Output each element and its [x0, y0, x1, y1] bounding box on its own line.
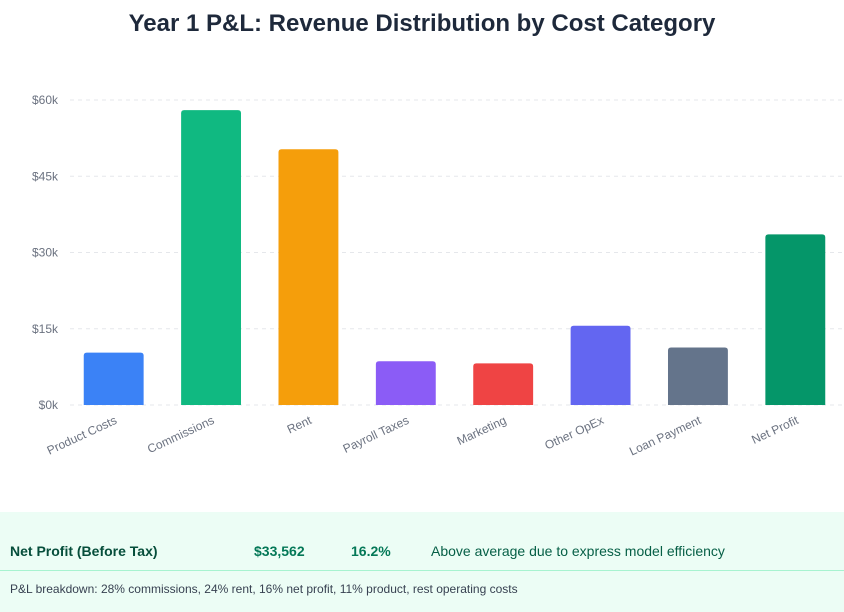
- net-profit-percent: 16.2%: [351, 543, 391, 559]
- bar-loan-payment[interactable]: [667, 347, 728, 405]
- x-tick-label: Net Profit: [749, 413, 801, 447]
- bar-payroll-taxes[interactable]: [375, 361, 436, 405]
- x-tick-label: Loan Payment: [627, 413, 704, 459]
- summary-panel: Net Profit (Before Tax) $33,562 16.2% Ab…: [0, 512, 844, 612]
- net-profit-note: Above average due to express model effic…: [431, 543, 725, 559]
- x-tick-label: Rent: [285, 413, 314, 437]
- y-tick-label: $45k: [32, 169, 59, 183]
- bar-marketing[interactable]: [473, 363, 534, 405]
- x-tick-label: Commissions: [145, 413, 216, 456]
- y-tick-label: $0k: [39, 398, 59, 412]
- breakdown-text: P&L breakdown: 28% commissions, 24% rent…: [10, 582, 518, 596]
- bar-chart: $0k $15k $30k $45k $60k Product Costs Commissi…: [32, 93, 844, 459]
- x-tick-label: Product Costs: [45, 413, 119, 458]
- bar-net-profit[interactable]: [765, 234, 826, 405]
- chart-title: Year 1 P&L: Revenue Distribution by Cost…: [128, 10, 716, 37]
- bar-commissions[interactable]: [181, 110, 242, 406]
- x-tick-label: Other OpEx: [542, 413, 605, 452]
- net-profit-label: Net Profit (Before Tax): [10, 543, 158, 559]
- bar-product-costs[interactable]: [83, 352, 144, 405]
- net-profit-row: Net Profit (Before Tax) $33,562 16.2% Ab…: [0, 512, 844, 571]
- y-tick-label: $15k: [32, 322, 59, 336]
- net-profit-amount: $33,562: [254, 543, 305, 559]
- x-tick-label: Marketing: [455, 413, 509, 448]
- bar-rent[interactable]: [278, 149, 339, 405]
- y-tick-label: $30k: [32, 246, 59, 260]
- y-tick-label: $60k: [32, 93, 59, 107]
- bar-other-opex[interactable]: [570, 325, 631, 405]
- x-tick-label: Payroll Taxes: [341, 413, 411, 456]
